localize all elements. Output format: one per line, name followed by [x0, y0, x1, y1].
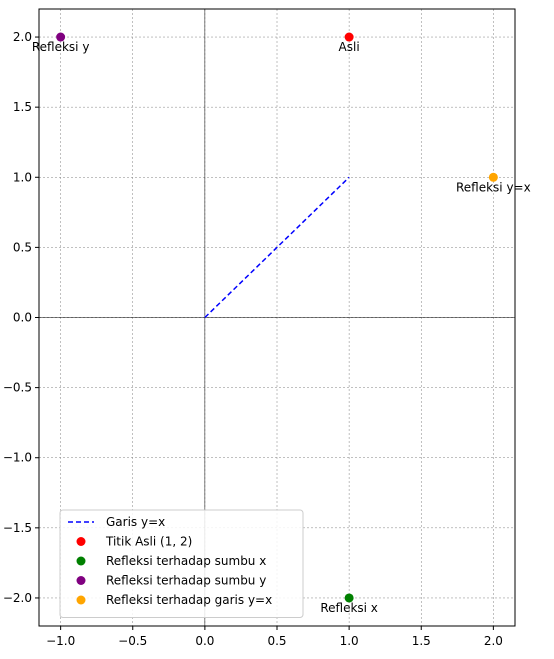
x-tick-label: 0.5 — [267, 634, 286, 648]
x-tick-label: 1.5 — [412, 634, 431, 648]
ticks: −1.0 −0.5 0.0 0.5 1.0 1.5 2.0 −2.0 −1.5 −1.0 −0.5 0… — [3, 30, 503, 648]
legend-label: Refleksi terhadap sumbu x — [106, 554, 266, 568]
y-tick-label: 1.0 — [13, 170, 32, 184]
y-tick-label: −2.0 — [3, 591, 32, 605]
y-tick-label: −1.0 — [3, 451, 32, 465]
y-tick-label: 0.5 — [13, 240, 32, 254]
legend-swatch-point — [76, 576, 86, 585]
point-annotation: Refleksi x — [320, 601, 378, 615]
point-annotation: Asli — [339, 40, 360, 54]
legend-label: Garis y=x — [106, 515, 165, 529]
legend-label: Titik Asli (1, 2) — [105, 535, 192, 549]
x-tick-label: 1.0 — [340, 634, 359, 648]
y-tick-label: 0.0 — [13, 311, 32, 325]
legend-swatch-point — [76, 556, 86, 566]
x-tick-label: 0.0 — [195, 634, 214, 648]
legend: Garis y=x Titik Asli (1, 2) Refleksi terha… — [59, 509, 304, 618]
point-annotation: Refleksi y=x — [456, 180, 531, 194]
series-line-garis-y-x — [204, 176, 350, 319]
x-tick-label: −1.0 — [46, 634, 75, 648]
legend-label: Refleksi terhadap sumbu y — [106, 574, 266, 588]
annotations: Asli Refleksi x Refleksi y Refleksi y=x — [32, 40, 531, 615]
data-point — [344, 593, 354, 603]
legend-label: Refleksi terhadap garis y=x — [106, 593, 272, 607]
data-point — [344, 32, 354, 42]
y-tick-label: 2.0 — [13, 30, 32, 44]
legend-swatch-point — [76, 537, 86, 546]
point-annotation: Refleksi y — [32, 40, 90, 54]
data-point — [488, 172, 498, 182]
x-tick-label: 2.0 — [484, 634, 503, 648]
series-layer — [56, 32, 498, 603]
x-tick-label: −0.5 — [118, 634, 147, 648]
data-point — [56, 32, 66, 42]
y-tick-label: −0.5 — [3, 381, 32, 395]
y-tick-label: −1.5 — [3, 521, 32, 535]
legend-box — [59, 509, 304, 618]
y-tick-label: 1.5 — [13, 100, 32, 114]
legend-swatch-point — [76, 595, 86, 605]
